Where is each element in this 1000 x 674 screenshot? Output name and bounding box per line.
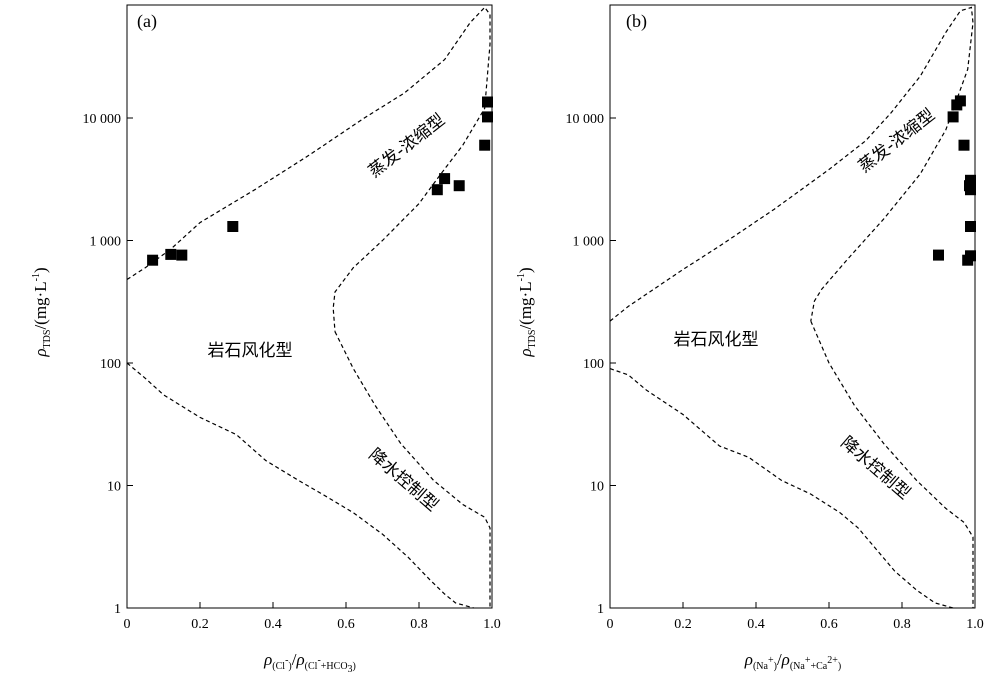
x-tick-label: 0.4: [747, 617, 765, 632]
y-axis-title-a: ρTDS/(mg·L-1): [31, 267, 53, 357]
x-tick-label: 0: [607, 617, 614, 632]
data-point: [227, 221, 239, 232]
y-tick-label: 10: [590, 480, 604, 495]
data-point: [439, 173, 451, 185]
panel-label-a: (a): [137, 11, 157, 32]
x-tick-label: 0.8: [410, 617, 428, 632]
panel-label-b: (b): [626, 11, 647, 32]
x-axis-title-b: ρ(Na+)/ρ(Na++Ca2+): [744, 650, 841, 672]
right-boundary-line: [334, 331, 491, 608]
data-point: [933, 249, 944, 261]
lower-boundary-line: [126, 362, 474, 609]
x-tick-label: 0: [124, 617, 131, 632]
y-ticks-b: 1 10 100 1 000 10 000: [566, 112, 616, 617]
y-tick-label: 10 000: [566, 112, 605, 127]
lower-boundary-line: [609, 368, 954, 609]
y-tick-label: 1 000: [573, 235, 605, 250]
y-tick-label: 100: [583, 357, 604, 372]
x-tick-label: 0.6: [337, 617, 355, 632]
x-ticks-a: 0 0.2 0.4 0.6 0.8 1.0: [124, 602, 501, 632]
data-point: [431, 184, 443, 196]
x-tick-label: 0.8: [893, 617, 911, 632]
y-axis-title-b: ρTDS/(mg·L-1): [516, 267, 538, 357]
data-point: [962, 254, 974, 266]
y-tick-label: 100: [100, 357, 121, 372]
x-tick-label: 0.4: [264, 617, 282, 632]
data-point: [165, 248, 177, 260]
data-point: [176, 249, 188, 261]
y-tick-label: 10 000: [83, 112, 122, 127]
x-ticks-b: 0 0.2 0.4 0.6 0.8 1.0: [607, 602, 984, 632]
upper-boundary-line: [609, 6, 974, 322]
data-point: [958, 139, 970, 151]
region-label-evaporation-a: 蒸发-浓缩型: [365, 110, 449, 182]
x-tick-label: 0.6: [820, 617, 838, 632]
data-point: [965, 174, 976, 186]
region-label-rock-b: 岩石风化型: [674, 330, 759, 350]
y-tick-label: 10: [107, 480, 121, 495]
data-point: [965, 184, 976, 196]
data-point: [954, 95, 966, 107]
y-tick-label: 1: [597, 602, 604, 617]
region-label-rock-a: 岩石风化型: [208, 341, 293, 361]
data-point: [965, 221, 976, 232]
x-axis-title-a: ρ(Cl-)/ρ(Cl-+HCO3): [263, 650, 356, 674]
x-tick-label: 0.2: [191, 617, 209, 632]
x-tick-label: 1.0: [483, 617, 501, 632]
boundary-lines-b: [609, 6, 974, 609]
data-point: [482, 96, 493, 108]
panel-b: (b) 0 0.2 0.4 0.6 0.8 1.0 1 10 100 1 000 10 000 蒸…: [516, 4, 984, 672]
data-point: [482, 111, 493, 123]
data-point: [947, 111, 959, 123]
upper-boundary-line: [126, 6, 491, 332]
data-points-b: [933, 95, 976, 266]
y-ticks-a: 1 10 100 1 000 10 000: [83, 112, 133, 617]
x-tick-label: 1.0: [966, 617, 984, 632]
data-point: [147, 254, 159, 266]
plot-frame-a: [126, 4, 493, 609]
data-point: [479, 139, 491, 151]
data-points-a: [147, 96, 493, 266]
x-tick-label: 0.2: [674, 617, 692, 632]
y-tick-label: 1: [114, 602, 121, 617]
region-label-precipitation-a: 降水控制型: [365, 445, 442, 516]
boundary-lines-a: [126, 6, 491, 609]
right-boundary-line: [810, 320, 974, 608]
region-label-evaporation-b: 蒸发-浓缩型: [855, 105, 939, 177]
y-tick-label: 1 000: [90, 235, 122, 250]
data-point: [453, 180, 465, 192]
region-label-precipitation-b: 降水控制型: [837, 433, 914, 504]
panel-a: (a) 0 0.2 0.4 0.6 0.8 1.0 1 10 100 1 000 10 000 蒸…: [31, 4, 501, 674]
plot-frame-b: [609, 4, 976, 609]
